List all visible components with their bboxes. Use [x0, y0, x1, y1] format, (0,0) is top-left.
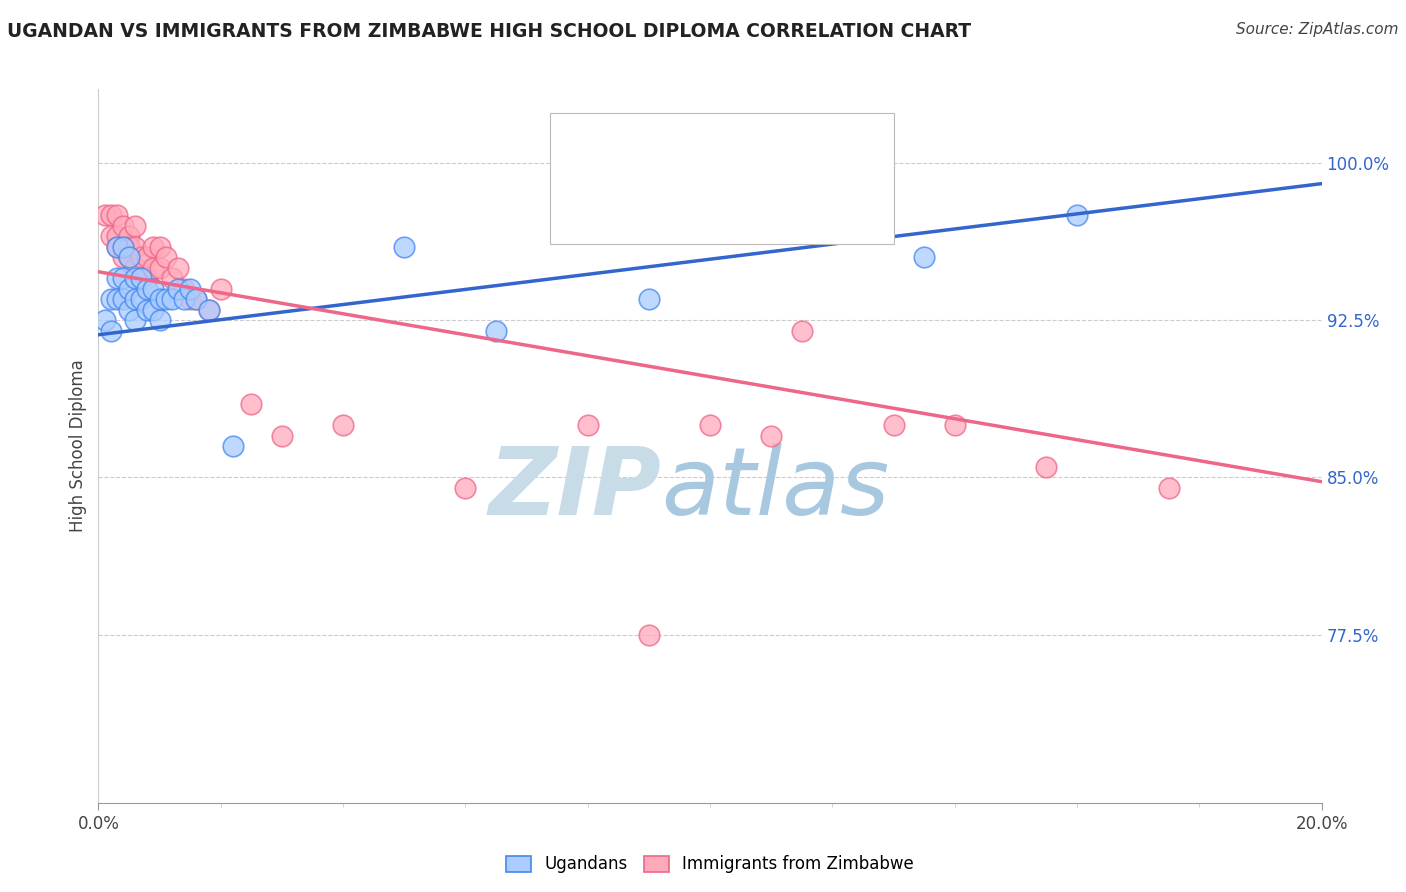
Point [1157, 481, 1180, 495]
Point [173, 292, 195, 306]
Point [124, 219, 146, 233]
Point [173, 282, 195, 296]
Point [105, 239, 128, 253]
Text: 0.315: 0.315 [696, 142, 748, 160]
Point [136, 250, 159, 264]
Point [105, 271, 128, 285]
Point [179, 292, 201, 306]
Point [759, 428, 782, 442]
FancyBboxPatch shape [567, 130, 613, 169]
Point [197, 302, 219, 317]
Point [136, 282, 159, 296]
Point [118, 250, 141, 264]
Point [142, 302, 165, 317]
Point [124, 313, 146, 327]
Point [637, 628, 661, 642]
Point [149, 239, 172, 253]
Point [790, 324, 813, 338]
Text: ZIP: ZIP [488, 442, 661, 535]
Text: 36: 36 [821, 142, 845, 160]
Point [155, 250, 177, 264]
Point [332, 417, 354, 432]
Point [155, 292, 177, 306]
Text: R =: R = [630, 197, 666, 215]
Point [100, 292, 122, 306]
Point [111, 219, 134, 233]
Point [118, 229, 141, 244]
Point [883, 417, 905, 432]
Point [136, 271, 159, 285]
Point [454, 481, 477, 495]
Point [105, 208, 128, 222]
Point [118, 239, 141, 253]
Point [142, 239, 165, 253]
Point [149, 292, 172, 306]
Text: -0.258: -0.258 [696, 197, 755, 215]
Point [197, 302, 219, 317]
Point [93, 208, 115, 222]
Point [118, 250, 141, 264]
Point [576, 417, 599, 432]
Point [149, 313, 172, 327]
Point [186, 292, 208, 306]
Y-axis label: High School Diploma: High School Diploma [69, 359, 87, 533]
Point [129, 250, 152, 264]
Point [111, 292, 134, 306]
Point [124, 271, 146, 285]
Point [1066, 208, 1088, 222]
Point [222, 439, 245, 453]
Point [111, 250, 134, 264]
Point [129, 292, 152, 306]
Point [124, 239, 146, 253]
Point [105, 292, 128, 306]
Point [111, 271, 134, 285]
Point [100, 208, 122, 222]
Point [142, 260, 165, 275]
Point [129, 271, 152, 285]
Point [118, 302, 141, 317]
Point [637, 292, 661, 306]
Point [111, 239, 134, 253]
Point [136, 302, 159, 317]
Point [105, 229, 128, 244]
Point [167, 260, 190, 275]
Point [160, 292, 183, 306]
FancyBboxPatch shape [567, 187, 613, 227]
Point [186, 292, 208, 306]
Legend: Ugandans, Immigrants from Zimbabwe: Ugandans, Immigrants from Zimbabwe [499, 849, 921, 880]
Text: atlas: atlas [661, 443, 890, 534]
Text: R =: R = [630, 142, 666, 160]
Point [100, 229, 122, 244]
Point [392, 239, 416, 253]
Point [167, 282, 190, 296]
Point [93, 313, 115, 327]
Point [124, 260, 146, 275]
Point [142, 282, 165, 296]
Point [111, 239, 134, 253]
Point [118, 282, 141, 296]
Point [105, 239, 128, 253]
Point [179, 282, 201, 296]
Point [1035, 460, 1057, 475]
Point [160, 271, 183, 285]
Point [485, 324, 508, 338]
Point [209, 282, 232, 296]
Point [124, 292, 146, 306]
Text: Source: ZipAtlas.com: Source: ZipAtlas.com [1236, 22, 1399, 37]
Text: 44: 44 [821, 197, 845, 215]
Point [240, 397, 263, 411]
Point [699, 417, 721, 432]
Point [129, 271, 152, 285]
Text: UGANDAN VS IMMIGRANTS FROM ZIMBABWE HIGH SCHOOL DIPLOMA CORRELATION CHART: UGANDAN VS IMMIGRANTS FROM ZIMBABWE HIGH… [7, 22, 972, 41]
Point [149, 260, 172, 275]
Point [270, 428, 292, 442]
Point [912, 250, 935, 264]
Point [100, 324, 122, 338]
Text: N =: N = [765, 142, 801, 160]
Text: N =: N = [765, 197, 801, 215]
Point [943, 417, 966, 432]
